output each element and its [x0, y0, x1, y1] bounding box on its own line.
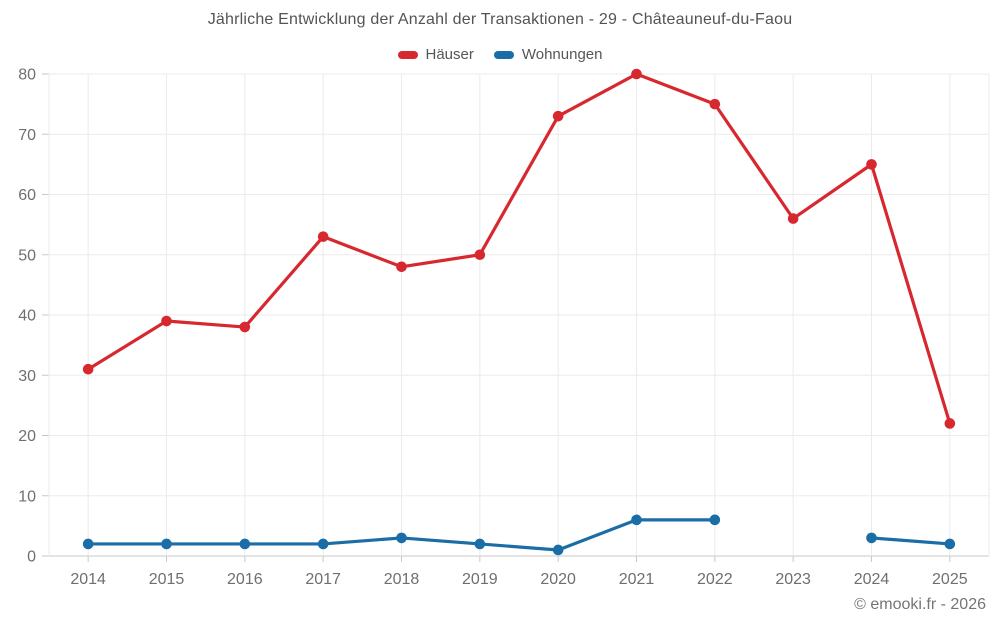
- svg-text:2021: 2021: [619, 571, 655, 588]
- legend-swatch-haeuser-icon: [397, 50, 418, 59]
- legend-swatch-wohnungen-icon: [493, 50, 514, 59]
- svg-text:0: 0: [27, 549, 36, 566]
- svg-text:80: 80: [18, 67, 36, 84]
- svg-text:2019: 2019: [462, 571, 498, 588]
- legend-label-haeuser: Häuser: [425, 46, 474, 63]
- svg-text:2014: 2014: [70, 571, 106, 588]
- svg-text:2018: 2018: [384, 571, 420, 588]
- chart-title: Jährliche Entwicklung der Anzahl der Tra…: [207, 11, 793, 28]
- svg-text:2017: 2017: [305, 571, 341, 588]
- legend-item-haeuser[interactable]: Häuser: [397, 46, 474, 63]
- svg-text:70: 70: [18, 127, 36, 144]
- legend-label-wohnungen: Wohnungen: [521, 46, 603, 63]
- svg-text:2020: 2020: [540, 571, 576, 588]
- svg-text:50: 50: [18, 247, 36, 264]
- svg-text:2022: 2022: [697, 571, 733, 588]
- svg-text:60: 60: [18, 187, 36, 204]
- svg-text:2025: 2025: [932, 571, 968, 588]
- svg-text:2016: 2016: [227, 571, 263, 588]
- svg-text:20: 20: [18, 428, 36, 445]
- svg-text:10: 10: [18, 488, 36, 505]
- chart-legend: Häuser Wohnungen: [0, 46, 1000, 63]
- svg-text:40: 40: [18, 308, 36, 325]
- svg-text:2024: 2024: [854, 571, 890, 588]
- copyright-text: © emooki.fr - 2026: [854, 596, 986, 613]
- svg-text:30: 30: [18, 368, 36, 385]
- legend-item-wohnungen[interactable]: Wohnungen: [493, 46, 603, 63]
- svg-text:2015: 2015: [149, 571, 185, 588]
- svg-text:2023: 2023: [775, 571, 811, 588]
